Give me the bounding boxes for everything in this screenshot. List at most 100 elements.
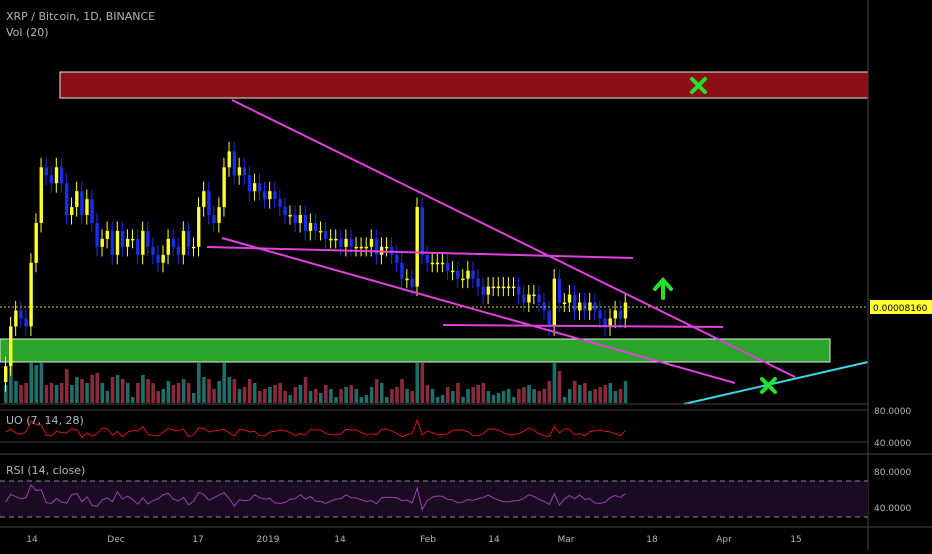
candle-body xyxy=(161,254,165,263)
time-tick-label: Mar xyxy=(558,535,575,545)
volume-bar xyxy=(456,383,460,403)
volume-bar xyxy=(486,391,491,403)
volume-bar xyxy=(9,365,13,403)
volume-bar xyxy=(14,381,18,403)
time-tick-label: 2019 xyxy=(257,535,280,545)
volume-bar xyxy=(303,377,308,403)
candle-body xyxy=(151,246,155,255)
candle-body xyxy=(197,207,201,247)
candle-body xyxy=(258,183,262,192)
volume-bar xyxy=(496,393,501,403)
candle-body xyxy=(598,310,602,319)
volume-bar xyxy=(374,379,379,403)
candle-body xyxy=(19,310,23,319)
candle-body xyxy=(85,199,89,216)
candle-body xyxy=(359,246,363,249)
volume-bar xyxy=(278,383,282,403)
volume-bar xyxy=(105,391,110,403)
candle-body xyxy=(141,230,145,255)
candle-body xyxy=(80,191,84,216)
candle-body xyxy=(100,238,104,247)
volume-bar xyxy=(268,387,272,403)
wedge-lower-line xyxy=(221,237,736,384)
volume-bar xyxy=(451,391,455,403)
volume-bar xyxy=(34,365,39,403)
volume-bar xyxy=(532,389,536,403)
candle-body xyxy=(59,167,64,184)
candle-body xyxy=(435,262,440,265)
rsi-line xyxy=(5,484,626,511)
candle-body xyxy=(186,230,191,247)
candle-body xyxy=(329,238,333,241)
candle-body xyxy=(552,278,557,327)
time-tick-label: 18 xyxy=(646,535,658,545)
candle-body xyxy=(110,230,115,255)
support-zone xyxy=(0,338,831,363)
rsi-tick-40: 40.0000 xyxy=(874,504,911,514)
candle-body xyxy=(593,302,597,311)
candle-body xyxy=(501,286,506,289)
volume-bar xyxy=(344,387,348,403)
volume-bar xyxy=(100,383,105,403)
volume-bar xyxy=(522,387,526,403)
volume-bar xyxy=(19,385,23,403)
candle-body xyxy=(461,278,465,281)
volume-bar xyxy=(232,379,237,403)
volume-bar xyxy=(156,391,160,403)
volume-bar xyxy=(176,383,181,403)
volume-bar xyxy=(603,385,608,403)
candle-body xyxy=(506,286,511,289)
volume-bar xyxy=(364,395,369,403)
volume-bar xyxy=(618,389,623,403)
volume-bar xyxy=(237,389,242,403)
volume-bar xyxy=(324,385,328,403)
candle-body xyxy=(420,207,424,255)
candle-body xyxy=(522,294,526,303)
volume-bar xyxy=(44,385,49,403)
target-x-icon-bottom xyxy=(760,377,777,394)
uo-panel xyxy=(0,409,868,443)
candle-body xyxy=(415,207,419,287)
volume-bar xyxy=(49,383,54,403)
time-tick-label: 14 xyxy=(26,535,38,545)
volume-bar xyxy=(161,389,166,403)
volume-bar xyxy=(29,363,33,403)
candle-body xyxy=(237,167,242,176)
candle-body xyxy=(49,175,54,184)
volume-bar xyxy=(247,379,252,403)
time-axis: 14 Dec 17 2019 14 Feb 14 Mar 18 Apr 15 xyxy=(26,535,801,545)
candle-body xyxy=(34,222,38,263)
candle-body xyxy=(410,278,414,287)
volume-bar xyxy=(110,377,115,403)
candle-body xyxy=(202,191,206,208)
volume-bar xyxy=(354,389,359,403)
wedge-upper-line xyxy=(231,99,796,378)
volume-bar xyxy=(562,397,567,403)
candle-body xyxy=(207,191,211,216)
volume-bar xyxy=(186,383,191,403)
candle-body xyxy=(354,246,358,249)
candle-body xyxy=(217,207,221,223)
rsi-label: RSI (14, close) xyxy=(6,464,85,477)
volume-bar xyxy=(445,387,450,403)
candle-body xyxy=(572,294,577,311)
volume-bar xyxy=(552,363,557,403)
rsi-panel xyxy=(0,480,868,518)
volume-bar xyxy=(598,387,602,403)
candle-body xyxy=(324,230,328,239)
volume-bar xyxy=(212,389,216,403)
volume-bar xyxy=(146,379,150,403)
volume-bar xyxy=(461,397,465,403)
volume-bar xyxy=(141,375,145,403)
volume-bar xyxy=(385,397,389,403)
volume-bar xyxy=(491,395,496,403)
candle-body xyxy=(537,294,541,303)
candle-body xyxy=(70,207,74,216)
candle-body xyxy=(75,191,79,208)
candle-body xyxy=(252,183,257,192)
candle-body xyxy=(136,238,140,255)
volume-bars xyxy=(4,363,628,403)
candle-body xyxy=(618,310,623,319)
volume-bar xyxy=(4,385,8,403)
volume-bar xyxy=(542,389,547,403)
